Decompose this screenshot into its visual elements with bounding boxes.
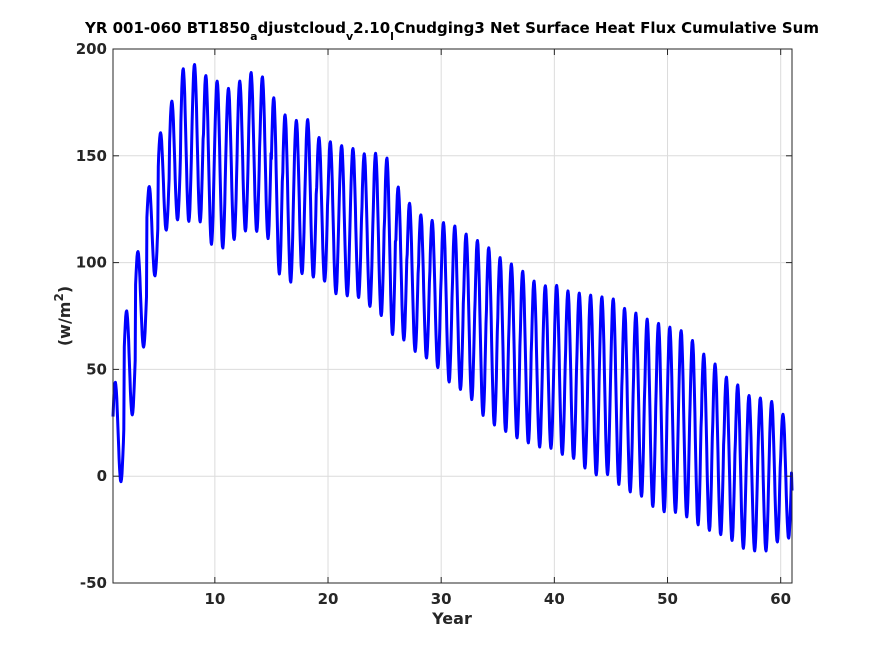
y-tick-label: 0 bbox=[97, 467, 107, 485]
heat-flux-series-line bbox=[111, 63, 794, 553]
tick-marks bbox=[113, 48, 792, 584]
y-tick-label: -50 bbox=[80, 574, 107, 592]
y-tick-label: 100 bbox=[76, 254, 107, 272]
x-tick-label: 60 bbox=[770, 590, 791, 608]
x-tick-labels: 10 20 30 40 50 60 bbox=[204, 590, 791, 608]
axes-box bbox=[112, 48, 793, 584]
y-tick-label: 200 bbox=[76, 40, 107, 58]
y-axis-label: (w/m2) bbox=[52, 286, 74, 346]
y-tick-labels: -50 0 50 100 150 200 bbox=[76, 40, 107, 592]
x-tick-label: 20 bbox=[318, 590, 339, 608]
y-tick-label: 50 bbox=[86, 360, 107, 378]
x-tick-label: 30 bbox=[431, 590, 452, 608]
chart-title: YR 001-060 BT1850adjustcloudv2.10lCnudgi… bbox=[84, 19, 819, 43]
y-tick-label: 150 bbox=[76, 147, 107, 165]
x-tick-label: 40 bbox=[544, 590, 565, 608]
x-tick-label: 50 bbox=[657, 590, 678, 608]
series-layer bbox=[111, 63, 794, 553]
x-tick-label: 10 bbox=[204, 590, 225, 608]
x-axis-label: Year bbox=[431, 609, 472, 628]
